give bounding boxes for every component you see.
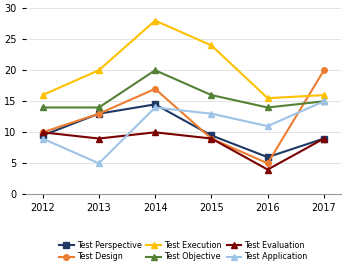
Test Evaluation bbox=[40, 131, 45, 134]
Test Objective bbox=[322, 100, 326, 103]
Test Application bbox=[209, 112, 214, 115]
Test Perspective bbox=[322, 137, 326, 140]
Line: Test Design: Test Design bbox=[40, 68, 327, 166]
Line: Test Evaluation: Test Evaluation bbox=[40, 130, 327, 172]
Test Objective bbox=[153, 69, 157, 72]
Test Evaluation bbox=[266, 168, 270, 171]
Test Objective bbox=[97, 106, 101, 109]
Test Perspective bbox=[209, 134, 214, 137]
Test Application bbox=[97, 162, 101, 165]
Test Perspective bbox=[266, 156, 270, 159]
Test Evaluation bbox=[209, 137, 214, 140]
Test Design bbox=[153, 87, 157, 90]
Test Design bbox=[209, 137, 214, 140]
Test Perspective bbox=[40, 134, 45, 137]
Test Execution bbox=[153, 19, 157, 22]
Test Objective bbox=[40, 106, 45, 109]
Test Objective bbox=[266, 106, 270, 109]
Test Design bbox=[266, 162, 270, 165]
Line: Test Application: Test Application bbox=[40, 99, 327, 166]
Test Perspective bbox=[153, 103, 157, 106]
Test Application bbox=[40, 137, 45, 140]
Test Execution bbox=[322, 93, 326, 97]
Test Perspective bbox=[97, 112, 101, 115]
Test Design bbox=[322, 69, 326, 72]
Line: Test Objective: Test Objective bbox=[40, 68, 327, 110]
Test Execution bbox=[266, 97, 270, 100]
Test Application bbox=[322, 100, 326, 103]
Line: Test Execution: Test Execution bbox=[40, 18, 327, 101]
Test Objective bbox=[209, 93, 214, 97]
Test Application bbox=[153, 106, 157, 109]
Test Evaluation bbox=[322, 137, 326, 140]
Test Application bbox=[266, 124, 270, 128]
Test Execution bbox=[209, 44, 214, 47]
Test Evaluation bbox=[97, 137, 101, 140]
Test Design bbox=[97, 112, 101, 115]
Test Execution bbox=[40, 93, 45, 97]
Test Design bbox=[40, 131, 45, 134]
Test Evaluation bbox=[153, 131, 157, 134]
Legend: Test Perspective, Test Design, Test Execution, Test Objective, Test Evaluation, : Test Perspective, Test Design, Test Exec… bbox=[57, 239, 309, 263]
Test Execution bbox=[97, 69, 101, 72]
Line: Test Perspective: Test Perspective bbox=[40, 102, 327, 160]
